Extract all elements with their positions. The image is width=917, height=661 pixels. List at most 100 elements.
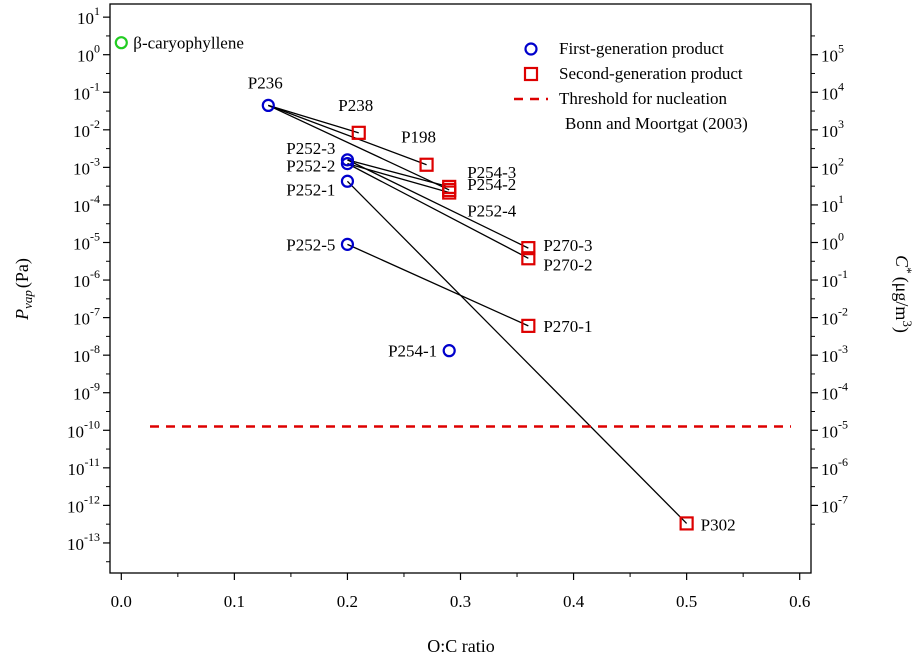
y-tick-label: 10-10 <box>67 417 100 441</box>
y2-tick-label: 101 <box>821 192 844 216</box>
y-tick-label: 10-9 <box>73 380 100 404</box>
point-label-P252-2: P252-2 <box>286 157 335 176</box>
tick-label-exponent: -6 <box>90 267 100 281</box>
tick-label-base: 10 <box>821 385 838 404</box>
tick-label-base: 10 <box>73 385 90 404</box>
tick-label-base: 10 <box>73 234 90 253</box>
y2-tick-label: 103 <box>821 117 844 141</box>
y-tick-label: 10-4 <box>73 192 100 216</box>
y-tick-label: 100 <box>77 42 100 66</box>
tick-label-exponent: 3 <box>838 117 844 131</box>
y2-tick-label: 10-2 <box>821 305 848 329</box>
x-tick-label: 0.6 <box>789 592 810 611</box>
y2-tick-label: 105 <box>821 42 844 66</box>
point-label-P254-3: P254-3 <box>467 163 516 182</box>
tick-label-base: 10 <box>67 422 84 441</box>
tick-label-base: 10 <box>821 347 838 366</box>
y2-axis-title-main: C <box>892 255 912 268</box>
tick-label-base: 10 <box>73 347 90 366</box>
y-axis-title-sub: vap <box>20 290 35 309</box>
tick-label-exponent: -7 <box>838 492 848 506</box>
connection-line-P252-2-P252-4 <box>347 162 450 194</box>
connection-lines <box>268 104 688 524</box>
tick-label-base: 10 <box>821 47 838 66</box>
point-marker-P270-1 <box>521 318 536 333</box>
tick-label-base: 10 <box>77 47 94 66</box>
point-label-P270-1: P270-1 <box>543 317 592 336</box>
tick-label-base: 10 <box>73 310 90 329</box>
point-label-P270-2: P270-2 <box>543 255 592 274</box>
tick-label-base: 10 <box>821 310 838 329</box>
legend-label: Bonn and Moortgat (2003) <box>565 114 748 133</box>
point-marker-P252-2 <box>340 157 355 171</box>
y-tick-label: 10-8 <box>73 342 100 366</box>
tick-label-base: 10 <box>821 122 838 141</box>
x-tick-label: 0.1 <box>224 592 245 611</box>
y2-tick-label: 10-4 <box>821 380 848 404</box>
point-label-P252-4: P252-4 <box>467 202 517 221</box>
tick-label-exponent: -4 <box>90 192 100 206</box>
point-marker-P270-3 <box>521 241 536 256</box>
y-tick-label: 10-12 <box>67 492 100 516</box>
y-tick-label: 10-3 <box>73 154 100 178</box>
tick-label-base: 10 <box>821 497 838 516</box>
tick-label-exponent: -3 <box>90 154 100 168</box>
y2-tick-label: 10-7 <box>821 492 848 516</box>
y-tick-label: 10-5 <box>73 229 100 253</box>
y2-axis-title-unit-pre: (μg/m <box>891 277 912 321</box>
y2-tick-label: 10-1 <box>821 267 848 291</box>
legend-label: Threshold for nucleation <box>559 89 728 108</box>
tick-label-base: 10 <box>73 197 90 216</box>
y-tick-label: 10-6 <box>73 267 100 291</box>
point-marker-P252-5 <box>340 237 355 251</box>
tick-label-exponent: -6 <box>838 455 848 469</box>
tick-label-exponent: -7 <box>90 305 100 319</box>
tick-label-exponent: 5 <box>838 42 844 56</box>
tick-label-exponent: -11 <box>84 455 100 469</box>
y2-tick-label: 100 <box>821 229 844 253</box>
tick-label-exponent: -4 <box>838 380 848 394</box>
tick-label-base: 10 <box>73 159 90 178</box>
tick-label-base: 10 <box>821 272 838 291</box>
tick-label-exponent: -8 <box>90 342 100 356</box>
tick-label-base: 10 <box>77 9 94 28</box>
y2-axis-title: C* (μg/m3) <box>891 255 915 333</box>
point-label-P270-3: P270-3 <box>543 236 592 255</box>
tick-label-exponent: -5 <box>90 229 100 243</box>
point-marker-P270-2 <box>521 251 536 266</box>
y-tick-label: 10-13 <box>67 530 100 554</box>
legend-label: First-generation product <box>559 39 724 58</box>
y-axis-right: 10510410310210110010-110-210-310-410-510… <box>811 35 848 525</box>
y2-axis-title-unit-sup: 3 <box>900 320 915 327</box>
tick-label-exponent: 2 <box>838 154 844 168</box>
connection-line-P236-P254-2 <box>268 104 450 191</box>
y2-tick-label: 10-5 <box>821 417 848 441</box>
tick-label-base: 10 <box>67 535 84 554</box>
point-label-P254-2: P254-2 <box>467 175 516 194</box>
tick-label-exponent: -13 <box>84 530 100 544</box>
tick-label-exponent: -9 <box>90 380 100 394</box>
connection-line-P252-3-P254-3 <box>347 159 450 188</box>
x-tick-label: 0.2 <box>337 592 358 611</box>
y-tick-label: 10-11 <box>67 455 100 479</box>
tick-label-base: 10 <box>821 422 838 441</box>
y2-tick-label: 10-3 <box>821 342 848 366</box>
point-label-P198: P198 <box>401 128 436 147</box>
tick-label-exponent: -1 <box>838 267 848 281</box>
tick-label-exponent: 4 <box>838 79 844 93</box>
connection-line-P252-3-P270-3 <box>347 159 529 249</box>
point-label-P252-5: P252-5 <box>286 235 335 254</box>
point-marker-P238 <box>351 125 366 140</box>
point-marker-P198 <box>419 157 434 172</box>
tick-label-base: 10 <box>73 122 90 141</box>
x-axis: 0.0 0.1 0.2 0.3 0.4 0.5 0.6 <box>111 573 810 611</box>
point-label-P252-3: P252-3 <box>286 139 335 158</box>
tick-label-exponent: -2 <box>90 117 100 131</box>
point-marker-P252-3 <box>340 153 355 167</box>
y2-tick-label: 10-6 <box>821 455 848 479</box>
tick-label-base: 10 <box>73 272 90 291</box>
tick-label-base: 10 <box>73 84 90 103</box>
point-marker-P302 <box>679 516 694 531</box>
connection-line-P252-5-P270-1 <box>347 243 529 327</box>
